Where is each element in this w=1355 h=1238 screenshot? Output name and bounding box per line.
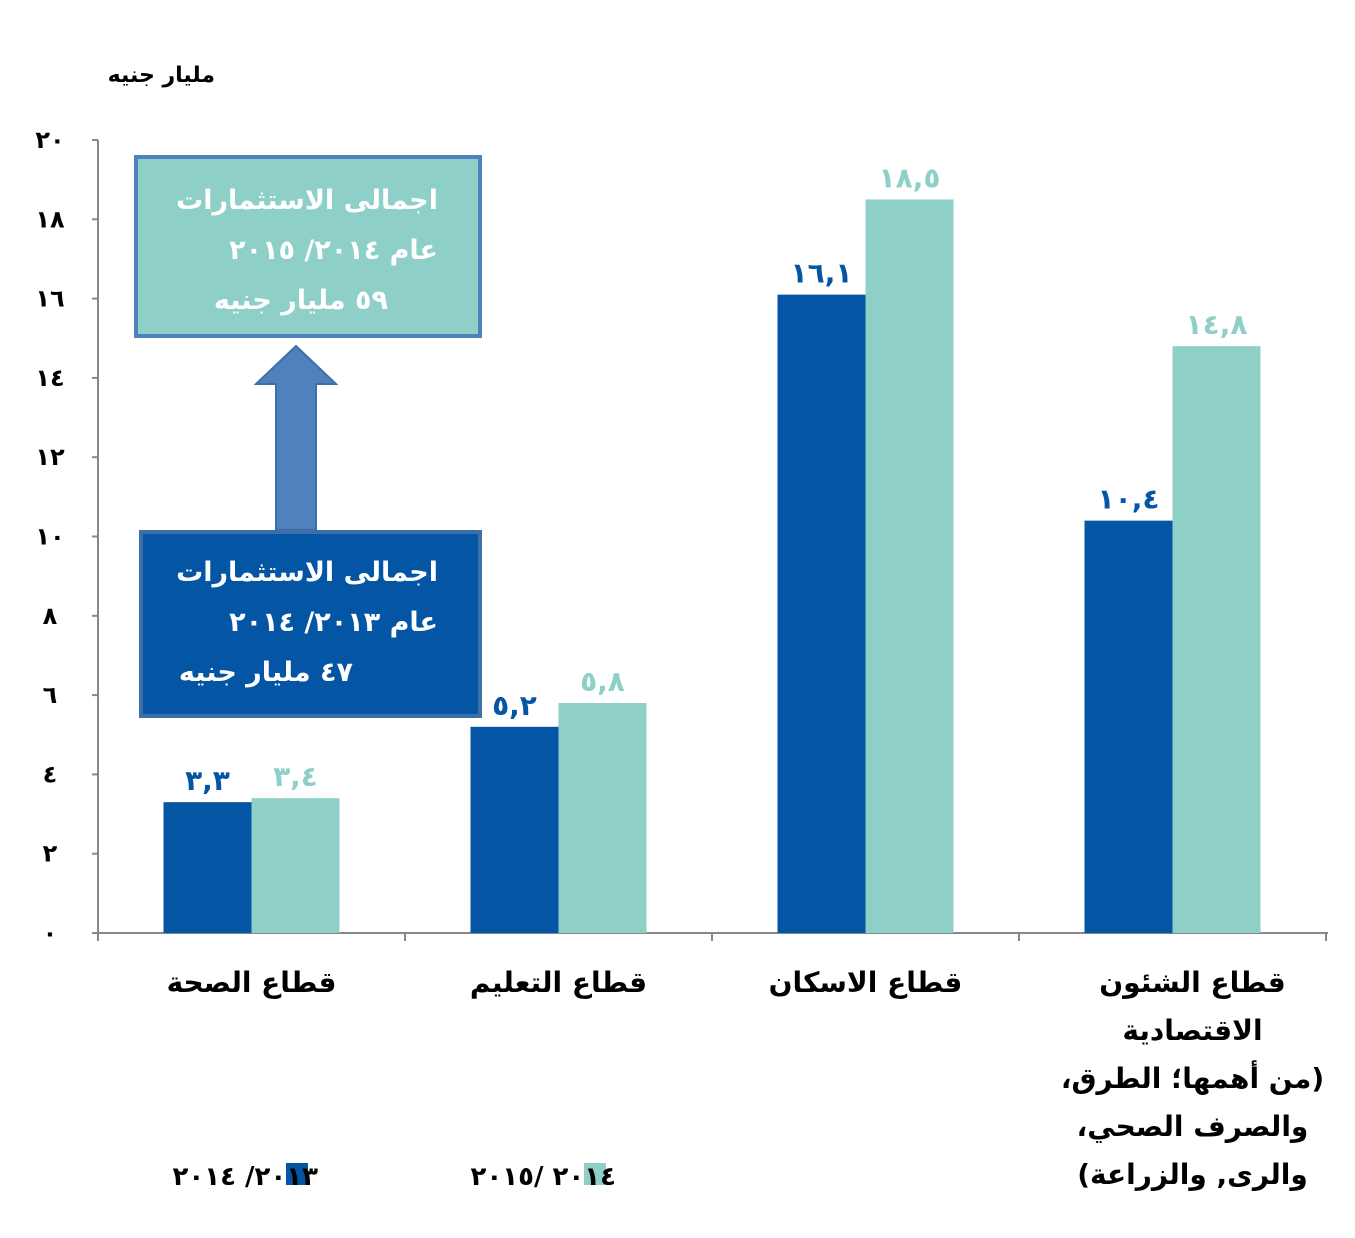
box-2015-line-2: عام ٢٠١٤/ ٢٠١٥ — [229, 235, 438, 266]
bar-series-0-cat-0 — [163, 802, 252, 933]
legend-swatch-2014-2015 — [584, 1163, 606, 1185]
y-tick-label: ٤ — [43, 760, 58, 788]
y-tick-label: ٠ — [43, 919, 58, 947]
legend: ٢٠١٣/ ٢٠١٤ ٢٠١٤ /٢٠١٥ — [172, 1162, 616, 1192]
legend-label-2013-2014: ٢٠١٣/ ٢٠١٤ — [172, 1162, 318, 1192]
x-ticks — [97, 933, 1327, 941]
bar-series-1-cat-3 — [1172, 346, 1261, 933]
up-arrow-icon — [253, 344, 339, 531]
data-label-series-0-cat-2: ١٦,١ — [791, 257, 853, 290]
y-tick-label: ٢٠ — [35, 126, 64, 154]
y-ticks: ٠ ٢ ٤ ٦ ٨ ١٠ ١٢ ١٤ ١٦ ١٨ ٢٠ — [35, 126, 98, 947]
y-tick-label: ١٠ — [35, 523, 64, 551]
y-tick-label: ٦ — [43, 681, 58, 709]
category-label-3-line-3: والصرف الصحي، — [1077, 1110, 1309, 1143]
category-label-2-line-0: قطاع الاسكان — [769, 966, 963, 999]
box-2014-line-2: عام ٢٠١٣/ ٢٠١٤ — [229, 607, 438, 638]
category-label-3-line-4: والرى, والزراعة) — [1077, 1158, 1308, 1191]
y-tick-label: ١٦ — [35, 285, 64, 313]
data-label-series-1-cat-0: ٣,٤ — [273, 760, 318, 793]
bar-series-0-cat-3 — [1084, 520, 1173, 933]
category-label-3-line-1: الاقتصادية — [1122, 1014, 1262, 1047]
category-label-0-line-0: قطاع الصحة — [167, 966, 337, 999]
total-investment-2014-2015-box: اجمالى الاستثمارات عام ٢٠١٤/ ٢٠١٥ ٥٩ ملي… — [134, 155, 482, 338]
data-labels: ٣,٣ ٥,٢ ١٦,١ ١٠,٤ ٣,٤ ٥,٨ ١٨,٥ ١٤,٨ — [185, 161, 1247, 797]
y-tick-label: ١٤ — [35, 364, 64, 392]
arrow-shape — [253, 344, 339, 531]
y-tick-label: ١٢ — [35, 443, 65, 471]
data-label-series-1-cat-2: ١٨,٥ — [879, 161, 941, 194]
box-2015-line-3: ٥٩ مليار جنيه — [213, 285, 388, 316]
category-label-3-line-2: (من أهمها؛ الطرق، — [1061, 1060, 1324, 1095]
data-label-series-0-cat-3: ١٠,٤ — [1098, 483, 1160, 516]
bar-series-1-cat-1 — [558, 703, 647, 933]
bar-series-0-cat-1 — [470, 726, 559, 933]
y-tick-label: ١٨ — [35, 205, 65, 233]
y-tick-label: ٢ — [43, 840, 58, 868]
y-axis-label: مليار جنيه — [108, 63, 215, 88]
data-label-series-0-cat-0: ٣,٣ — [185, 764, 230, 797]
category-label-1-line-0: قطاع التعليم — [470, 966, 647, 999]
legend-swatch-2013-2014 — [286, 1163, 308, 1185]
box-2014-line-1: اجمالى الاستثمارات — [176, 557, 438, 588]
legend-label-2014-2015: ٢٠١٤ /٢٠١٥ — [470, 1162, 616, 1192]
bar-series-1-cat-2 — [865, 199, 954, 934]
data-label-series-0-cat-1: ٥,٢ — [492, 689, 537, 722]
bars — [163, 199, 1261, 934]
bar-series-0-cat-2 — [777, 294, 866, 933]
data-label-series-1-cat-3: ١٤,٨ — [1186, 308, 1248, 341]
data-label-series-1-cat-1: ٥,٨ — [580, 665, 625, 698]
category-labels: قطاع الصحة قطاع التعليم قطاع الاسكان قطاع ا… — [167, 966, 1325, 1191]
box-2015-line-1: اجمالى الاستثمارات — [176, 185, 438, 216]
category-label-3-line-0: قطاع الشئون — [1099, 966, 1285, 999]
total-investment-2013-2014-box: اجمالى الاستثمارات عام ٢٠١٣/ ٢٠١٤ ٤٧ ملي… — [139, 530, 482, 718]
box-2014-line-3: ٤٧ مليار جنيه — [178, 657, 353, 688]
bar-series-1-cat-0 — [251, 798, 340, 933]
y-tick-label: ٨ — [43, 602, 58, 630]
